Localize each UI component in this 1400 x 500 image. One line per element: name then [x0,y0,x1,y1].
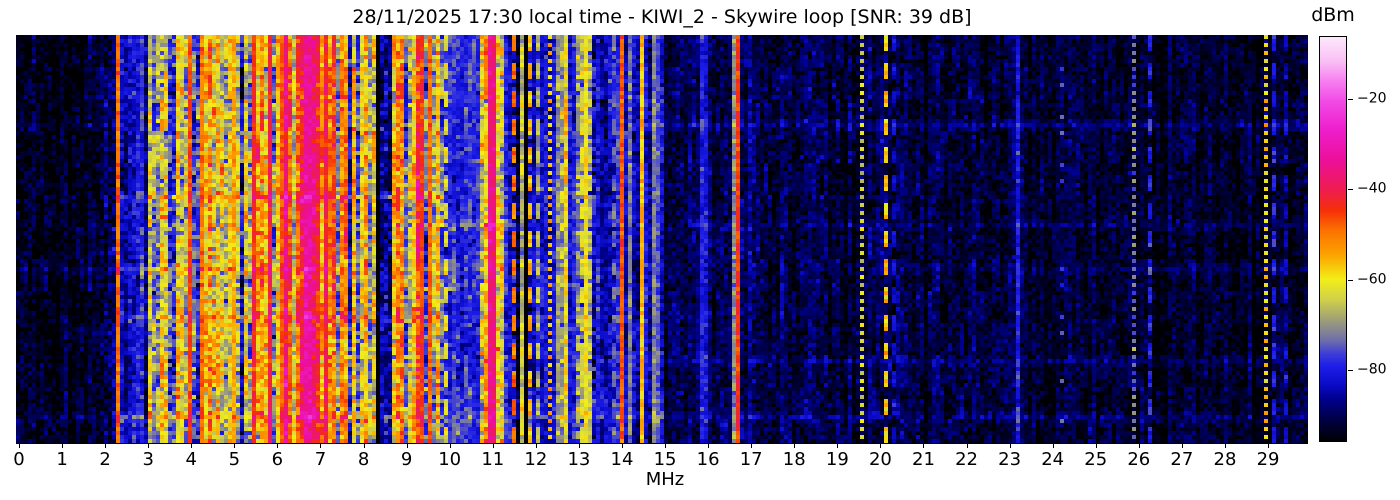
x-tick-mark [621,444,623,448]
x-tick-label: 7 [314,449,327,470]
colorbar-ticks: −20 −40 −60 −80 [1347,36,1397,442]
x-tick-label: 19 [825,449,849,470]
colorbar-tick-mark [1348,279,1353,281]
x-axis-line [16,443,1308,444]
x-tick-mark [234,444,236,448]
x-tick-label: 27 [1170,449,1194,470]
x-tick-label: 29 [1256,449,1280,470]
x-tick-mark [492,444,494,448]
x-tick-label: 15 [653,449,677,470]
x-tick-label: 5 [228,449,241,470]
colorbar-tick-mark [1348,369,1353,371]
x-tick-label: 10 [438,449,462,470]
x-tick-mark [19,444,20,448]
x-tick-mark [1224,444,1226,448]
x-tick-mark [880,444,882,448]
x-tick-mark [320,444,322,448]
x-tick-mark [363,444,365,448]
x-tick-mark [708,444,710,448]
colorbar-tick-mark [1348,189,1353,191]
x-tick-label: 9 [400,449,413,470]
colorbar-tick-label: −20 [1357,90,1387,107]
x-tick-label: 3 [142,449,154,470]
colorbar-label: dBm [1311,4,1355,26]
x-tick-mark [449,444,451,448]
x-tick-label: 23 [998,449,1022,470]
x-tick-mark [406,444,408,448]
x-tick-mark [191,444,193,448]
x-tick-label: 22 [955,449,978,470]
x-tick-mark [1268,444,1270,448]
x-tick-mark [535,444,537,448]
x-tick-label: 0 [13,449,25,470]
x-tick-mark [751,444,753,448]
x-tick-label: 8 [357,449,370,470]
x-tick-mark [1181,444,1183,448]
x-tick-label: 28 [1213,449,1237,470]
x-tick-label: 24 [1041,449,1065,470]
x-tick-mark [62,444,64,448]
x-tick-label: 6 [271,449,284,470]
x-tick-mark [1095,444,1097,448]
x-tick-mark [794,444,796,448]
colorbar-tick-mark [1348,99,1353,101]
colorbar-tick-label: −40 [1357,180,1387,197]
x-tick-mark [837,444,839,448]
x-tick-label: 16 [696,449,720,470]
x-tick-mark [923,444,925,448]
x-tick-mark [148,444,150,448]
chart-title: 28/11/2025 17:30 local time - KIWI_2 - S… [352,6,972,28]
x-tick-label: 21 [912,449,935,470]
x-tick-label: 18 [782,449,806,470]
x-tick-label: 4 [185,449,197,470]
x-tick-mark [277,444,279,448]
x-tick-mark [966,444,968,448]
x-tick-label: 20 [868,449,892,470]
colorbar-tick-label: −60 [1357,271,1387,288]
x-tick-label: 25 [1084,449,1108,470]
x-tick-mark [578,444,580,448]
colorbar-gradient [1319,36,1347,442]
x-tick-label: 2 [99,449,111,470]
colorbar-tick-label: −80 [1357,361,1387,378]
x-tick-label: 13 [567,449,591,470]
spectrogram-canvas [16,35,1308,443]
x-axis: 0 1 2 3 4 5 6 7 8 9 10 11 12 13 14 15 16 17 18 19 20 21 22 23 24… [13,443,1308,493]
x-tick-label: 17 [739,449,763,470]
x-tick-label: 14 [610,449,634,470]
x-tick-mark [105,444,107,448]
x-tick-mark [1009,444,1011,448]
x-axis-label: MHz [645,469,685,490]
x-tick-label: 1 [56,449,68,470]
x-tick-label: 26 [1127,449,1151,470]
x-tick-mark [1052,444,1054,448]
x-tick-mark [665,444,667,448]
x-tick-label: 11 [481,449,505,470]
x-tick-mark [1138,444,1140,448]
x-tick-label: 12 [524,449,548,470]
spectrogram-plot [16,35,1308,443]
